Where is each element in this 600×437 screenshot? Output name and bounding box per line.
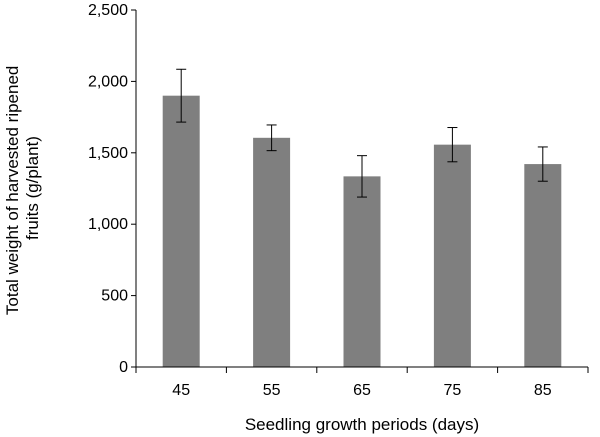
x-axis-title: Seedling growth periods (days) <box>245 415 479 434</box>
x-tick-label: 45 <box>172 382 190 399</box>
y-axis-title: Total weight of harvested ripened fruits… <box>3 61 42 315</box>
x-tick-label: 85 <box>534 382 552 399</box>
y-tick-label: 2,500 <box>88 2 128 19</box>
bar-75 <box>433 144 471 367</box>
y-tick-label: 1,500 <box>88 145 128 162</box>
y-axis-title-line-1: Total weight of harvested ripened <box>3 66 22 316</box>
x-tick-label: 65 <box>353 382 371 399</box>
y-tick-label: 500 <box>101 288 128 305</box>
bar-55 <box>253 137 291 367</box>
error-bars-group <box>176 68 548 198</box>
y-tick-label: 2,000 <box>88 73 128 90</box>
y-tick-label: 1,000 <box>88 216 128 233</box>
y-tick-label: 0 <box>119 359 128 376</box>
y-axis-title-line-2: fruits (g/plant) <box>23 136 42 240</box>
bar-45 <box>162 95 200 368</box>
x-tick-label: 75 <box>444 382 462 399</box>
axes-group <box>135 10 588 368</box>
bars-group <box>162 95 562 368</box>
bar-85 <box>524 164 562 367</box>
y-ticks-group: 0 500 1,000 1,500 2,000 2,500 <box>88 2 136 376</box>
bar-65 <box>343 176 381 367</box>
x-tick-label: 55 <box>263 382 281 399</box>
x-ticks-group: 45 55 65 75 85 <box>135 367 589 399</box>
